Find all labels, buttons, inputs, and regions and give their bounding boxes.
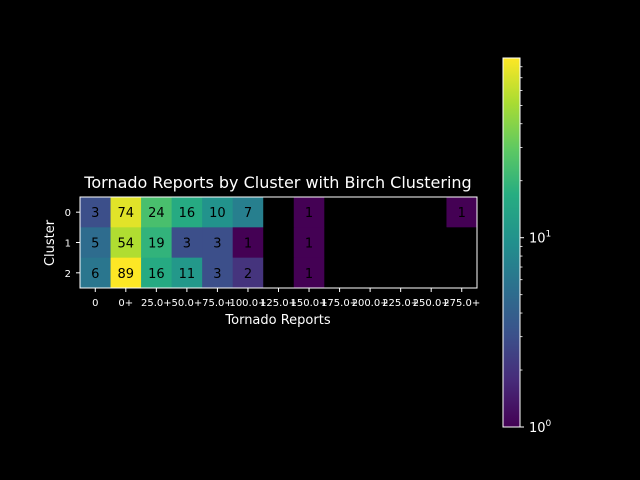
cell-value-label: 1	[458, 206, 466, 221]
cell-value-label: 74	[118, 206, 135, 221]
heatmap-cell	[110, 227, 142, 259]
x-tick-label: 0+	[118, 298, 133, 309]
heatmap-cell	[354, 257, 386, 289]
heatmap-cell	[293, 227, 325, 259]
x-tick-label: 75.0+	[202, 298, 233, 309]
heatmap-cell	[324, 257, 356, 289]
heatmap-cell	[171, 257, 203, 289]
heatmap-cell	[263, 257, 295, 289]
heatmap-cell	[80, 197, 111, 228]
heatmap-cell	[415, 257, 447, 289]
heatmap-cell	[385, 227, 417, 259]
cell-value-label: 5	[91, 237, 99, 252]
heatmap-cell	[141, 227, 173, 259]
x-tick-label: 125.0+	[260, 298, 297, 309]
heatmap-cell	[263, 227, 295, 259]
y-axis-label: Cluster	[43, 219, 58, 266]
cell-value-label: 19	[148, 237, 165, 252]
colorbar	[502, 57, 521, 428]
colorbar-tick-label: 101	[529, 230, 551, 247]
heatmap-cell	[385, 257, 417, 289]
cell-value-label: 24	[148, 206, 165, 221]
cell-value-label: 1	[305, 206, 313, 221]
x-tick-label: 150.0+	[291, 298, 328, 309]
y-tick-label: 0	[65, 208, 71, 219]
y-tick-label: 1	[65, 239, 71, 250]
heatmap-cell	[293, 257, 325, 289]
x-tick-label: 250.0+	[413, 298, 450, 309]
cell-value-label: 2	[244, 267, 252, 282]
heatmap-cell	[446, 257, 478, 289]
cell-value-label: 3	[213, 267, 221, 282]
heatmap-cell	[202, 227, 234, 259]
x-axis-ticks: 0 0+ 25.0+ 50.0+ 75.0+100.0+125.0+150.0+175.…	[92, 288, 480, 309]
heatmap-cell	[80, 227, 111, 259]
heatmap-cell-labels: 3 74 24 16 10 7 1 15 54 19 3 3 1 16 89 16 11 3 2 1	[91, 206, 466, 282]
heatmap-cell	[232, 227, 264, 259]
heatmap-cell	[385, 197, 417, 228]
heatmap-cell	[293, 197, 325, 228]
heatmap-cell	[354, 197, 386, 228]
cell-value-label: 1	[305, 237, 313, 252]
cell-value-label: 16	[179, 206, 196, 221]
heatmap-cell	[202, 257, 234, 289]
heatmap-cell	[232, 257, 264, 289]
x-tick-label: 50.0+	[172, 298, 203, 309]
heatmap-cell	[263, 197, 295, 228]
heatmap-cell	[141, 197, 173, 228]
cell-value-label: 3	[183, 237, 191, 252]
x-tick-label: 25.0+	[141, 298, 172, 309]
heatmap-cell	[171, 197, 203, 228]
heatmap-cell	[202, 197, 234, 228]
colorbar-tick-label: 100	[529, 419, 552, 436]
chart-title: Tornado Reports by Cluster with Birch Cl…	[83, 173, 471, 192]
cell-value-label: 7	[244, 206, 252, 221]
x-tick-label: 175.0+	[321, 298, 358, 309]
heatmap-cell	[415, 227, 447, 259]
heatmap-cell	[232, 197, 264, 228]
y-tick-label: 2	[65, 269, 71, 280]
heatmap-cell	[324, 227, 356, 259]
heatmap-cell	[110, 197, 142, 228]
cell-value-label: 3	[91, 206, 99, 221]
cell-value-label: 3	[213, 237, 221, 252]
heatmap-cell	[141, 257, 173, 289]
x-tick-label: 100.0+	[229, 298, 266, 309]
cell-value-label: 11	[179, 267, 196, 282]
colorbar-ticks: 100 101	[520, 66, 552, 436]
heatmap-cell	[446, 197, 478, 228]
cell-value-label: 16	[148, 267, 165, 282]
heatmap-cell	[354, 227, 386, 259]
x-tick-label: 0	[92, 298, 98, 309]
cell-value-label: 54	[118, 237, 135, 252]
heatmap-cell	[80, 257, 111, 289]
heatmap-cell	[110, 257, 142, 289]
y-axis-ticks: 0 1 2	[65, 208, 80, 280]
cell-value-label: 1	[244, 237, 252, 252]
x-axis-label: Tornado Reports	[224, 313, 330, 328]
cell-value-label: 89	[118, 267, 135, 282]
heatmap-cell	[324, 197, 356, 228]
x-tick-label: 275.0+	[443, 298, 480, 309]
heatmap-cell	[446, 227, 478, 259]
x-tick-label: 200.0+	[352, 298, 389, 309]
x-tick-label: 225.0+	[382, 298, 419, 309]
cell-value-label: 1	[305, 267, 313, 282]
heatmap-cell	[171, 227, 203, 259]
heatmap-cell	[415, 197, 447, 228]
cell-value-label: 6	[91, 267, 99, 282]
cell-value-label: 10	[209, 206, 226, 221]
heatmap-cells	[80, 197, 478, 289]
